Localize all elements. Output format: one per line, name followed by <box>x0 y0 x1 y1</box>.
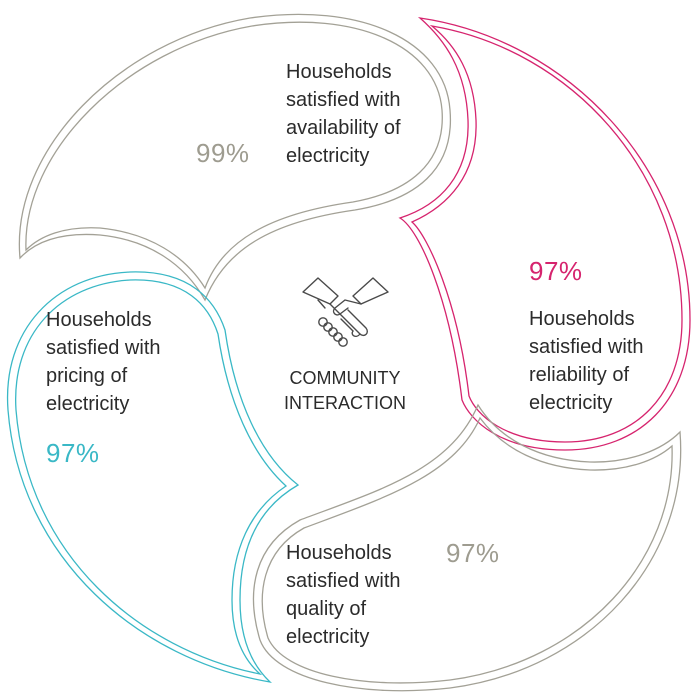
label-pricing-line: Households <box>46 309 152 331</box>
percent-quality: 97% <box>446 538 500 568</box>
label-reliability-line: satisfied with <box>529 336 644 358</box>
petal-availability <box>18 13 452 302</box>
label-reliability-line: reliability of <box>529 364 630 386</box>
label-quality-line: quality of <box>286 598 367 620</box>
label-pricing-line: pricing of <box>46 365 128 387</box>
label-pricing-line: electricity <box>46 393 130 415</box>
percent-availability: 99% <box>196 138 250 168</box>
label-quality: Households satisfied with quality of ele… <box>286 539 401 651</box>
label-availability-line: electricity <box>286 145 370 167</box>
percent-pricing: 97% <box>46 438 100 468</box>
label-quality-line: electricity <box>286 626 370 648</box>
center-label-line1: COMMUNITY <box>289 368 401 388</box>
label-availability-line: availability of <box>286 117 401 139</box>
center-label-line2: INTERACTION <box>283 393 406 413</box>
label-reliability-line: electricity <box>529 392 613 414</box>
label-quality-line: Households <box>286 542 392 564</box>
label-quality-line: satisfied with <box>286 570 401 592</box>
handshake-icon <box>302 277 389 347</box>
percent-reliability: 97% <box>529 256 583 286</box>
label-availability: Households satisfied with availability o… <box>286 58 401 170</box>
center-label: COMMUNITY INTERACTION <box>250 366 440 416</box>
label-availability-line: satisfied with <box>286 89 401 111</box>
petal-pricing <box>6 271 300 683</box>
label-availability-line: Households <box>286 61 392 83</box>
label-reliability: Households satisfied with reliability of… <box>529 305 644 417</box>
label-reliability-line: Households <box>529 308 635 330</box>
label-pricing: Households satisfied with pricing of ele… <box>46 306 161 418</box>
petal-quality <box>252 403 682 692</box>
label-pricing-line: satisfied with <box>46 337 161 359</box>
